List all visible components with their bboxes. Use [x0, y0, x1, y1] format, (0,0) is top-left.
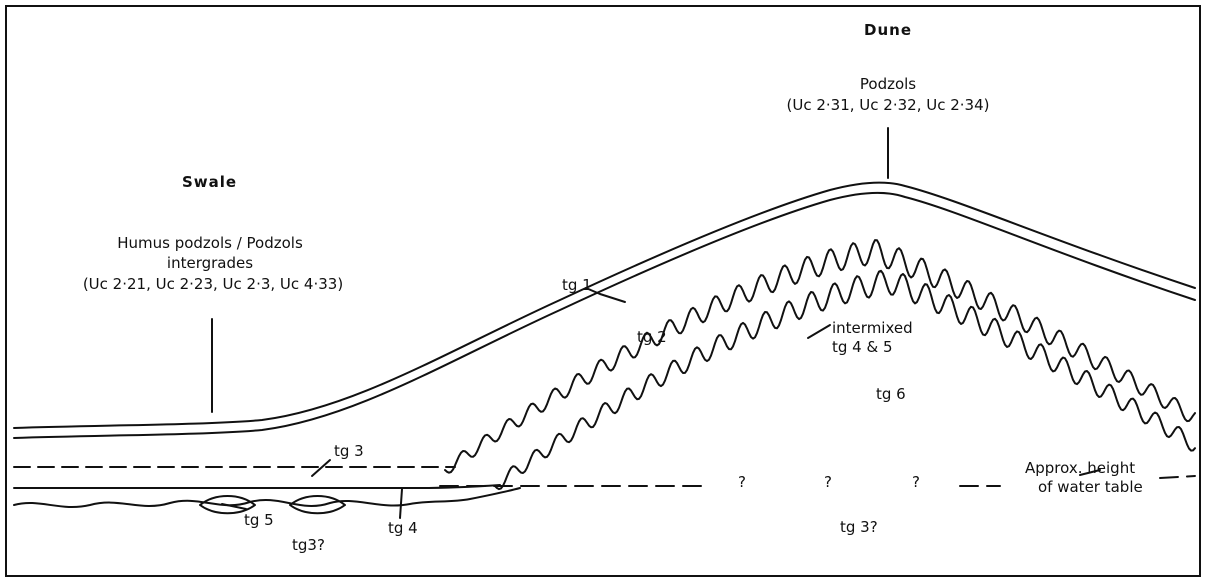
swale-heading: Swale	[182, 173, 238, 191]
dune-soil-name: Podzols	[859, 75, 917, 93]
intermixed-boundary-upper	[444, 239, 1196, 474]
tg1-label: tg 1	[562, 276, 592, 294]
tg3-question-left-label: tg3?	[292, 536, 325, 554]
tg5-wavy-layer	[13, 487, 521, 509]
water-table-label: Approx. height	[1025, 459, 1136, 477]
water-table-pointer	[1079, 469, 1101, 476]
swale-soil-name: Humus podzols / Podzols	[117, 234, 303, 252]
dune-heading: Dune	[864, 21, 912, 39]
surface-line-lower	[13, 191, 1196, 439]
intermixed-pointer	[807, 324, 831, 339]
water-table-dashed-line-right	[959, 475, 1196, 487]
tg1-pointer	[585, 287, 626, 303]
tg2-label: tg 2	[637, 328, 667, 346]
water-table-label-line2: of water table	[1038, 478, 1143, 496]
intermixed-boundary-lower	[494, 269, 1196, 491]
tg5-lens-1	[199, 495, 256, 515]
intermixed-tg-label: tg 4 & 5	[832, 338, 893, 356]
water-table-question-3: ?	[912, 473, 920, 491]
tg5-pointer	[221, 503, 247, 510]
tg5-label: tg 5	[244, 511, 274, 529]
water-table-question-2: ?	[824, 473, 832, 491]
diagram-frame	[5, 5, 1201, 577]
tg4-label: tg 4	[388, 519, 418, 537]
tg3-upper-label: tg 3	[334, 442, 364, 460]
intermixed-label: intermixed	[832, 319, 913, 337]
tg4-pointer	[399, 488, 403, 519]
surface-line-upper	[13, 181, 1196, 429]
tg6-label: tg 6	[876, 385, 906, 403]
tg5-lens-2	[289, 495, 346, 515]
tg3-question-right-label: tg 3?	[840, 518, 878, 536]
water-table-question-1: ?	[738, 473, 746, 491]
swale-soil-codes: (Uc 2·21, Uc 2·23, Uc 2·3, Uc 4·33)	[82, 275, 344, 293]
tg4-boundary-line	[13, 484, 501, 489]
swale-soil-intergrades: intergrades	[166, 254, 254, 272]
dune-soil-codes: (Uc 2·31, Uc 2·32, Uc 2·34)	[786, 96, 990, 114]
tg3-pointer	[311, 459, 331, 477]
